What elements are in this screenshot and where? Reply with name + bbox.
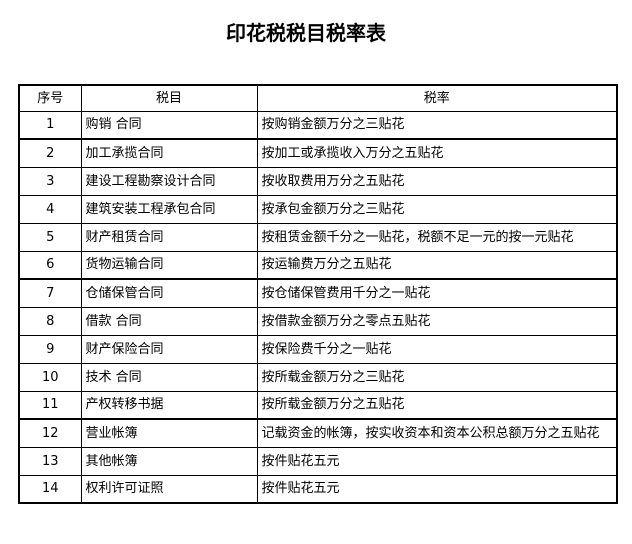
tax-item: 技术 合同 (80, 362, 258, 392)
tax-rate: 按加工或承揽收入万分之五贴花 (256, 138, 618, 168)
table-row: 3 建设工程勘察设计合同 按收取费用万分之五贴花 (18, 166, 618, 196)
row-number: 3 (18, 166, 82, 196)
tax-rate: 按件贴花五元 (256, 446, 618, 476)
row-number: 4 (18, 194, 82, 224)
stamp-tax-rate-table: 序号 税目 税率 1 购销 合同 按购销金额万分之三贴花 2 加工承揽合同 按加… (18, 84, 618, 504)
tax-item: 财产租赁合同 (80, 222, 258, 252)
row-number: 5 (18, 222, 82, 252)
tax-item: 建设工程勘察设计合同 (80, 166, 258, 196)
row-number: 8 (18, 306, 82, 336)
table-row: 8 借款 合同 按借款金额万分之零点五贴花 (18, 306, 618, 336)
table-row: 12 营业帐簿 记载资金的帐簿，按实收资本和资本公积总额万分之五贴花 (18, 418, 618, 448)
tax-item: 财产保险合同 (80, 334, 258, 364)
tax-item: 其他帐簿 (80, 446, 258, 476)
table-row: 14 权利许可证照 按件贴花五元 (18, 474, 618, 504)
table-row: 5 财产租赁合同 按租赁金额千分之一贴花，税额不足一元的按一元贴花 (18, 222, 618, 252)
tax-rate: 按仓储保管费用千分之一贴花 (256, 278, 618, 308)
row-number: 13 (18, 446, 82, 476)
table-row: 7 仓储保管合同 按仓储保管费用千分之一贴花 (18, 278, 618, 308)
page-title: 印花税税目税率表 (226, 21, 386, 45)
tax-rate: 按购销金额万分之三贴花 (256, 110, 618, 140)
row-number: 10 (18, 362, 82, 392)
table-row: 10 技术 合同 按所载金额万分之三贴花 (18, 362, 618, 392)
tax-item: 借款 合同 (80, 306, 258, 336)
tax-rate: 按承包金额万分之三贴花 (256, 194, 618, 224)
row-number: 6 (18, 250, 82, 280)
header-tax-item: 税目 (80, 84, 258, 112)
tax-item: 货物运输合同 (80, 250, 258, 280)
row-number: 7 (18, 278, 82, 308)
row-number: 12 (18, 418, 82, 448)
table-row: 9 财产保险合同 按保险费千分之一贴花 (18, 334, 618, 364)
table-row: 1 购销 合同 按购销金额万分之三贴花 (18, 110, 618, 140)
tax-item: 加工承揽合同 (80, 138, 258, 168)
row-number: 9 (18, 334, 82, 364)
tax-item: 营业帐簿 (80, 418, 258, 448)
row-number: 14 (18, 474, 82, 504)
tax-rate: 记载资金的帐簿，按实收资本和资本公积总额万分之五贴花 (256, 418, 618, 448)
tax-item: 权利许可证照 (80, 474, 258, 504)
tax-item: 仓储保管合同 (80, 278, 258, 308)
tax-rate: 按借款金额万分之零点五贴花 (256, 306, 618, 336)
header-serial-number: 序号 (18, 84, 82, 112)
table-row: 6 货物运输合同 按运输费万分之五贴花 (18, 250, 618, 280)
tax-rate: 按所载金额万分之三贴花 (256, 362, 618, 392)
tax-rate: 按件贴花五元 (256, 474, 618, 504)
tax-rate: 按收取费用万分之五贴花 (256, 166, 618, 196)
table-row: 11 产权转移书据 按所载金额万分之五贴花 (18, 390, 618, 420)
tax-rate: 按租赁金额千分之一贴花，税额不足一元的按一元贴花 (256, 222, 618, 252)
row-number: 1 (18, 110, 82, 140)
tax-item: 产权转移书据 (80, 390, 258, 420)
table-row: 4 建筑安装工程承包合同 按承包金额万分之三贴花 (18, 194, 618, 224)
tax-rate: 按所载金额万分之五贴花 (256, 390, 618, 420)
tax-item: 建筑安装工程承包合同 (80, 194, 258, 224)
row-number: 11 (18, 390, 82, 420)
tax-rate: 按运输费万分之五贴花 (256, 250, 618, 280)
table-row: 2 加工承揽合同 按加工或承揽收入万分之五贴花 (18, 138, 618, 168)
tax-item: 购销 合同 (80, 110, 258, 140)
row-number: 2 (18, 138, 82, 168)
tax-rate: 按保险费千分之一贴花 (256, 334, 618, 364)
table-row: 13 其他帐簿 按件贴花五元 (18, 446, 618, 476)
table-header-row: 序号 税目 税率 (18, 84, 618, 112)
header-tax-rate: 税率 (256, 84, 618, 112)
